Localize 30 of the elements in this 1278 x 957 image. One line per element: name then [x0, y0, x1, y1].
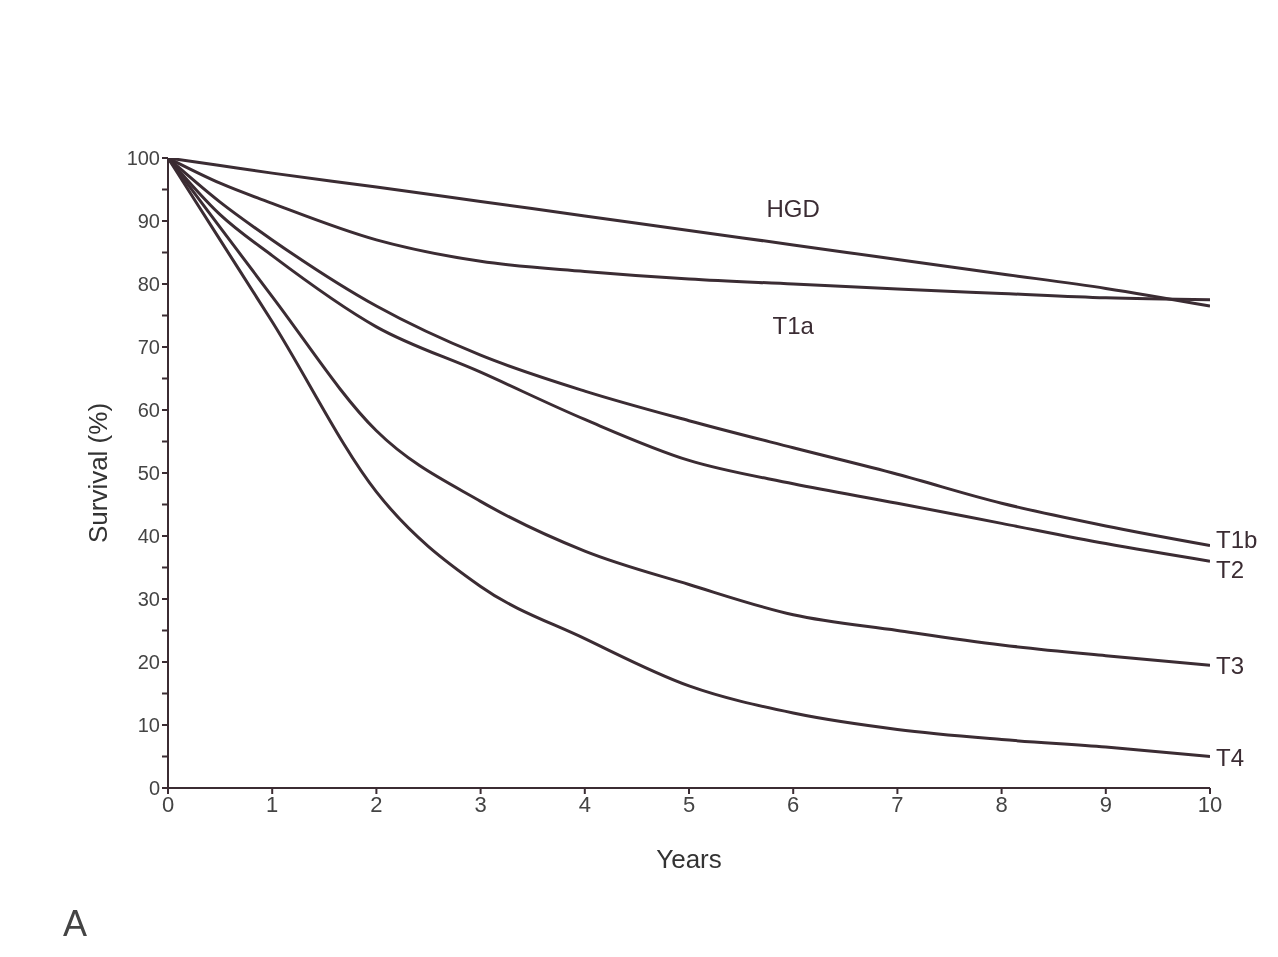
series-label: T2	[1216, 556, 1245, 584]
y-tick-label: 70	[137, 336, 160, 359]
series-label: HGD	[766, 194, 820, 222]
y-tick-label: 60	[137, 399, 160, 422]
y-tick-label: 20	[137, 651, 160, 674]
y-tick-label: 100	[126, 147, 160, 170]
y-tick-label: 30	[137, 588, 160, 611]
x-tick-label: 8	[995, 791, 1008, 817]
y-axis-title: Survival (%)	[83, 402, 114, 544]
y-tick-label: 90	[137, 210, 160, 233]
y-tick-label: 0	[148, 777, 160, 800]
series-label: T3	[1216, 652, 1245, 680]
series-label: T4	[1216, 743, 1245, 771]
x-tick-label: 10	[1197, 791, 1223, 817]
x-tick-label: 5	[682, 791, 696, 817]
y-tick-label: 40	[137, 525, 160, 548]
y-tick-label: 10	[137, 714, 160, 737]
x-tick-label: 9	[1099, 791, 1112, 817]
x-tick-label: 2	[370, 791, 383, 817]
series-label: T1a	[772, 312, 815, 339]
x-tick-label: 3	[474, 791, 487, 817]
x-axis-title: Years	[656, 844, 722, 874]
x-tick-label: 6	[787, 791, 800, 817]
x-tick-label: 4	[578, 791, 591, 817]
y-tick-label: 50	[137, 462, 160, 485]
x-tick-label: 1	[266, 791, 279, 817]
series-label: T1b	[1216, 526, 1258, 554]
text: A	[63, 903, 88, 945]
y-tick-label: 80	[137, 273, 160, 296]
x-tick-label: 7	[891, 791, 904, 817]
